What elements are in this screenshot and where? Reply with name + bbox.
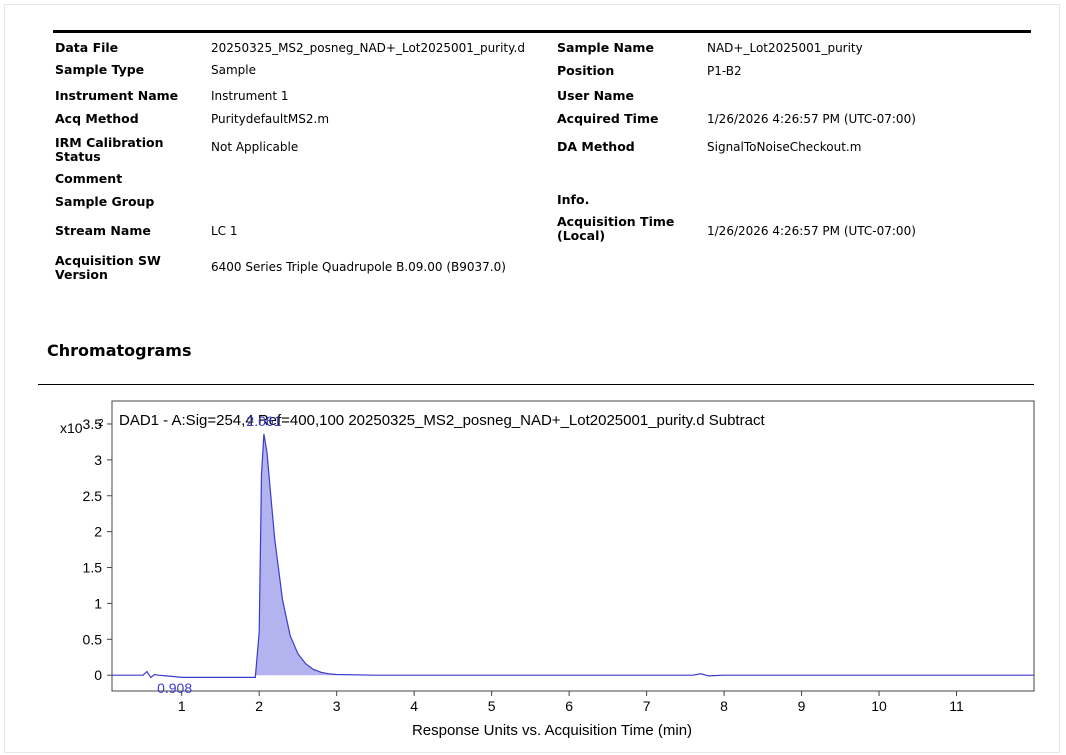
acquired-time-label: Acquired Time xyxy=(557,111,659,126)
x-axis-label: Response Units vs. Acquisition Time (min… xyxy=(412,722,692,739)
stream-name-label: Stream Name xyxy=(55,223,151,238)
info-label: Info. xyxy=(557,192,590,207)
x-tick-label: 2 xyxy=(255,698,263,714)
chromatogram-trace xyxy=(112,433,1034,679)
y-tick-label: 1.5 xyxy=(83,560,103,576)
y-tick-label: 0.5 xyxy=(83,631,103,647)
acq-method-value: PuritydefaultMS2.m xyxy=(211,112,330,126)
stream-name-value: LC 1 xyxy=(211,224,238,238)
section-rule xyxy=(38,384,1034,385)
x-tick-label: 8 xyxy=(720,698,728,714)
x-tick-label: 1 xyxy=(178,698,186,714)
da-method-value: SignalToNoiseCheckout.m xyxy=(707,140,862,154)
x-tick-label: 4 xyxy=(410,698,418,714)
sample-group-label: Sample Group xyxy=(55,194,155,209)
acquisition-time-local-label: Acquisition Time (Local) xyxy=(557,214,675,243)
x-tick-label: 3 xyxy=(333,698,341,714)
y-multiplier-label: x10 xyxy=(60,420,83,436)
user-name-label: User Name xyxy=(557,88,634,103)
instrument-name-label: Instrument Name xyxy=(55,88,179,103)
header-rule xyxy=(53,30,1031,33)
y-tick-label: 2.5 xyxy=(83,488,103,504)
x-tick-label: 11 xyxy=(949,698,964,714)
page-border xyxy=(4,4,1060,753)
y-tick-label: 2 xyxy=(94,524,102,540)
plot-frame xyxy=(111,400,1035,692)
x-tick-label: 10 xyxy=(871,698,887,714)
x-tick-label: 5 xyxy=(488,698,496,714)
y-multiplier-exponent: 2 xyxy=(98,418,104,429)
comment-label: Comment xyxy=(55,171,123,186)
position-value: P1-B2 xyxy=(707,64,742,78)
acquisition-time-local-value: 1/26/2026 4:26:57 PM (UTC-07:00) xyxy=(707,224,916,238)
x-tick-label: 6 xyxy=(565,698,573,714)
sample-type-label: Sample Type xyxy=(55,62,145,77)
acq-method-label: Acq Method xyxy=(55,111,139,126)
x-tick-label: 9 xyxy=(798,698,806,714)
acquired-time-value: 1/26/2026 4:26:57 PM (UTC-07:00) xyxy=(707,112,916,126)
sample-name-value: NAD+_Lot2025001_purity xyxy=(707,41,863,55)
irm-calibration-label: IRM Calibration Status xyxy=(55,135,164,164)
y-tick-label: 0 xyxy=(94,667,102,683)
y-tick-label: 1 xyxy=(94,595,102,611)
y-tick-label: 3 xyxy=(94,452,102,468)
peak-label: 2.061 xyxy=(246,413,281,429)
chart-title: DAD1 - A:Sig=254,4 Ref=400,100 20250325_… xyxy=(119,412,765,429)
irm-calibration-value: Not Applicable xyxy=(211,140,299,154)
sample-name-label: Sample Name xyxy=(557,40,654,55)
data-file-value: 20250325_MS2_posneg_NAD+_Lot2025001_puri… xyxy=(211,41,525,55)
peak-area xyxy=(255,434,337,678)
instrument-name-value: Instrument 1 xyxy=(211,89,289,103)
acquisition-sw-value: 6400 Series Triple Quadrupole B.09.00 (B… xyxy=(211,260,506,274)
position-label: Position xyxy=(557,63,615,78)
chromatograms-heading: Chromatograms xyxy=(47,341,192,360)
da-method-label: DA Method xyxy=(557,139,635,154)
x-tick-label: 7 xyxy=(643,698,651,714)
sample-type-value: Sample xyxy=(211,63,256,77)
data-file-label: Data File xyxy=(55,40,119,55)
peak-label: 0.908 xyxy=(157,680,192,696)
y-tick-label: 3.5 xyxy=(83,416,103,432)
acquisition-sw-label: Acquisition SW Version xyxy=(55,253,161,282)
